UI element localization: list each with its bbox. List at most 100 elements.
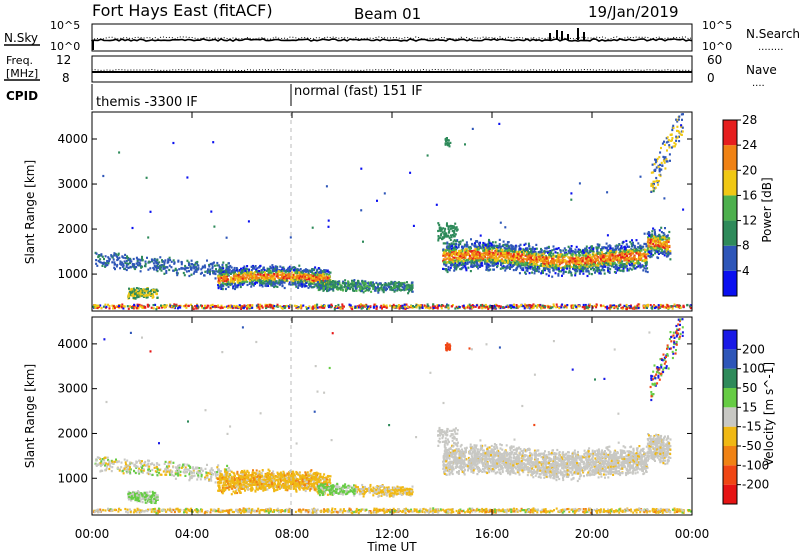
range-gate-cell bbox=[619, 261, 622, 264]
range-gate-cell bbox=[525, 304, 528, 307]
range-gate-cell bbox=[638, 256, 641, 259]
range-gate-cell bbox=[517, 250, 520, 253]
range-gate-cell bbox=[595, 269, 598, 272]
range-gate-cell bbox=[393, 281, 396, 285]
range-gate-cell bbox=[161, 304, 164, 307]
range-gate-cell bbox=[632, 241, 634, 244]
range-gate-cell bbox=[132, 305, 135, 308]
range-gate-cell bbox=[513, 303, 515, 306]
range-gate-cell bbox=[496, 262, 499, 265]
range-gate-cell bbox=[393, 285, 396, 288]
range-gate-cell bbox=[276, 266, 279, 270]
range-gate-cell bbox=[208, 265, 211, 268]
range-gate-cell bbox=[335, 282, 338, 285]
range-gate-cell bbox=[507, 305, 510, 309]
range-gate-cell bbox=[185, 306, 188, 309]
range-gate-cell bbox=[211, 267, 214, 270]
range-gate-cell bbox=[479, 254, 482, 257]
range-gate-cell bbox=[291, 274, 294, 277]
range-gate-cell bbox=[363, 284, 366, 287]
range-gate-cell bbox=[495, 303, 497, 306]
range-gate-cell bbox=[463, 256, 466, 260]
range-gate-cell bbox=[651, 305, 654, 308]
range-gate-cell bbox=[564, 251, 567, 254]
range-gate-cell bbox=[351, 287, 354, 290]
range-gate-cell bbox=[254, 265, 257, 268]
range-gate-cell bbox=[193, 267, 196, 270]
range-gate-cell bbox=[654, 245, 657, 248]
range-gate-cell bbox=[142, 289, 145, 292]
range-gate-cell bbox=[217, 283, 220, 287]
range-gate-cell bbox=[512, 245, 515, 248]
range-gate-cell bbox=[386, 287, 388, 291]
range-gate-cell bbox=[329, 271, 332, 274]
range-gate-cell bbox=[578, 272, 581, 275]
range-gate-cell bbox=[255, 279, 258, 282]
range-gate-cell bbox=[328, 283, 331, 286]
range-gate-cell bbox=[628, 306, 631, 310]
range-gate-cell bbox=[229, 283, 232, 287]
range-gate-cell bbox=[186, 266, 189, 270]
range-gate-cell bbox=[452, 260, 455, 263]
range-gate-cell bbox=[289, 283, 292, 286]
range-gate-cell bbox=[373, 289, 376, 292]
range-gate-cell bbox=[271, 274, 273, 277]
range-gate-cell bbox=[225, 264, 228, 267]
range-gate-cell bbox=[197, 264, 200, 267]
range-gate-cell bbox=[293, 278, 296, 281]
range-gate-cell bbox=[298, 271, 300, 274]
range-gate-cell bbox=[633, 307, 636, 310]
range-gate-cell bbox=[487, 258, 490, 261]
range-gate-cell bbox=[288, 281, 291, 284]
range-gate-cell bbox=[455, 305, 458, 308]
range-gate-cell bbox=[324, 287, 327, 291]
range-gate-cell bbox=[333, 281, 336, 284]
range-gate-cell bbox=[248, 268, 250, 271]
range-gate-cell bbox=[506, 250, 509, 254]
range-gate-cell bbox=[194, 305, 197, 308]
range-gate-cell bbox=[279, 305, 282, 308]
range-gate-cell bbox=[246, 265, 249, 268]
range-gate-cell bbox=[563, 247, 566, 250]
range-gate-cell bbox=[409, 286, 412, 289]
range-gate-cell bbox=[318, 271, 321, 274]
range-gate-cell bbox=[324, 270, 327, 273]
range-gate-cell bbox=[262, 274, 265, 277]
range-gate-cell bbox=[537, 304, 539, 307]
range-gate-cell bbox=[475, 254, 478, 257]
range-gate-cell bbox=[571, 255, 574, 258]
range-gate-cell bbox=[583, 254, 586, 257]
range-gate-cell bbox=[345, 289, 347, 292]
range-gate-cell bbox=[223, 275, 226, 278]
range-gate-cell bbox=[601, 246, 604, 249]
range-gate-cell bbox=[242, 276, 245, 279]
range-gate-cell bbox=[233, 268, 236, 271]
range-gate-cell bbox=[493, 268, 495, 271]
range-gate-cell bbox=[483, 262, 486, 265]
range-gate-cell bbox=[230, 305, 233, 308]
range-gate-cell bbox=[302, 280, 305, 283]
range-gate-cell bbox=[225, 266, 228, 269]
range-gate-cell bbox=[498, 246, 501, 249]
range-gate-cell bbox=[231, 306, 234, 310]
range-gate-cell bbox=[524, 271, 526, 274]
range-gate-cell bbox=[305, 270, 307, 273]
range-gate-cell bbox=[614, 245, 617, 248]
range-gate-cell bbox=[540, 247, 542, 251]
range-gate-cell bbox=[426, 303, 429, 306]
range-gate-cell bbox=[382, 291, 385, 294]
range-gate-cell bbox=[295, 269, 298, 272]
range-gate-cell bbox=[578, 305, 581, 308]
range-gate-cell bbox=[458, 241, 461, 244]
range-gate-cell bbox=[566, 260, 569, 263]
range-gate-cell bbox=[532, 268, 535, 271]
range-gate-cell bbox=[503, 266, 506, 269]
range-gate-cell bbox=[653, 245, 656, 248]
range-gate-cell bbox=[535, 252, 538, 255]
range-gate-cell bbox=[132, 264, 135, 267]
range-gate-cell bbox=[211, 269, 214, 272]
range-gate-cell bbox=[204, 307, 207, 310]
range-gate-cell bbox=[575, 268, 578, 271]
range-gate-cell bbox=[504, 256, 507, 259]
range-gate-cell bbox=[468, 303, 471, 306]
